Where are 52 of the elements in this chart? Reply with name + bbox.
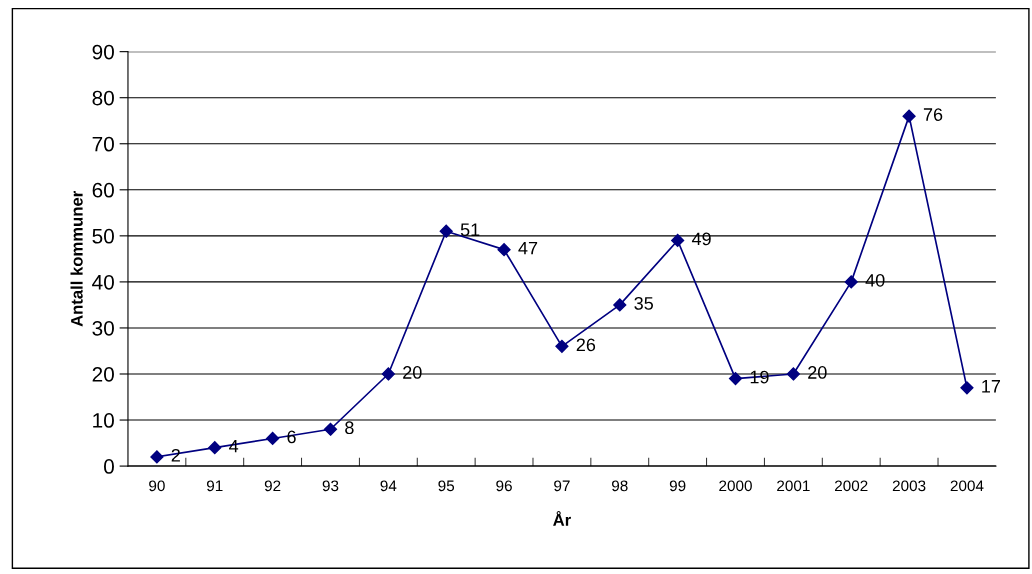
- x-tick-label: 92: [264, 480, 281, 492]
- point: [323, 422, 338, 436]
- x-tick-label: 96: [496, 480, 512, 492]
- x-tick-label: 91: [206, 480, 223, 492]
- data-label: 8: [345, 421, 354, 435]
- x-tick-label: 97: [554, 480, 570, 492]
- x-axis-title: År: [553, 511, 571, 526]
- x-tick-label: 2004: [950, 480, 984, 492]
- data-label: 17: [982, 380, 1001, 393]
- point: [208, 441, 222, 455]
- point: [555, 339, 569, 353]
- x-tick-label: 2003: [892, 480, 926, 492]
- x-tick-label: 99: [669, 480, 686, 492]
- x-tick-label: 95: [438, 480, 455, 492]
- y-tick-label: 0: [104, 459, 114, 474]
- data-label: 76: [923, 108, 943, 121]
- data-label: 20: [403, 366, 422, 379]
- data-label: 26: [576, 338, 596, 352]
- x-tick-label: 98: [612, 480, 628, 492]
- y-tick-label: 40: [92, 274, 114, 290]
- data-label: 20: [808, 366, 827, 379]
- point: [902, 109, 916, 123]
- y-tick-label: 10: [93, 413, 114, 428]
- point: [266, 431, 280, 446]
- point: [439, 224, 453, 238]
- x-tick-label: 90: [149, 480, 165, 492]
- y-tick-label: 80: [92, 90, 114, 106]
- point: [844, 275, 858, 289]
- x-tick-label: 93: [322, 480, 339, 492]
- x-tick-label: 2002: [835, 480, 868, 492]
- y-tick-label: 20: [92, 366, 114, 382]
- y-tick-label: 70: [92, 136, 114, 152]
- point: [728, 372, 743, 386]
- point: [613, 298, 627, 312]
- y-tick-label: 90: [92, 44, 114, 60]
- y-tick-label: 50: [92, 228, 114, 244]
- point: [786, 367, 800, 381]
- y-tick-label: 30: [92, 320, 114, 336]
- point: [960, 381, 974, 395]
- point: [150, 450, 164, 464]
- data-label: 35: [634, 296, 653, 310]
- x-tick-label: 2000: [719, 480, 752, 492]
- point: [671, 233, 685, 248]
- point: [497, 243, 511, 257]
- point: [381, 367, 395, 381]
- x-tick-label: 94: [380, 480, 397, 492]
- data-label: 51: [460, 223, 480, 237]
- data-label: 49: [691, 232, 711, 246]
- x-tick-label: 2001: [777, 480, 810, 492]
- data-label: 47: [518, 241, 538, 255]
- y-tick-label: 60: [92, 182, 114, 198]
- y-axis-title: Antall kommuner: [70, 191, 83, 327]
